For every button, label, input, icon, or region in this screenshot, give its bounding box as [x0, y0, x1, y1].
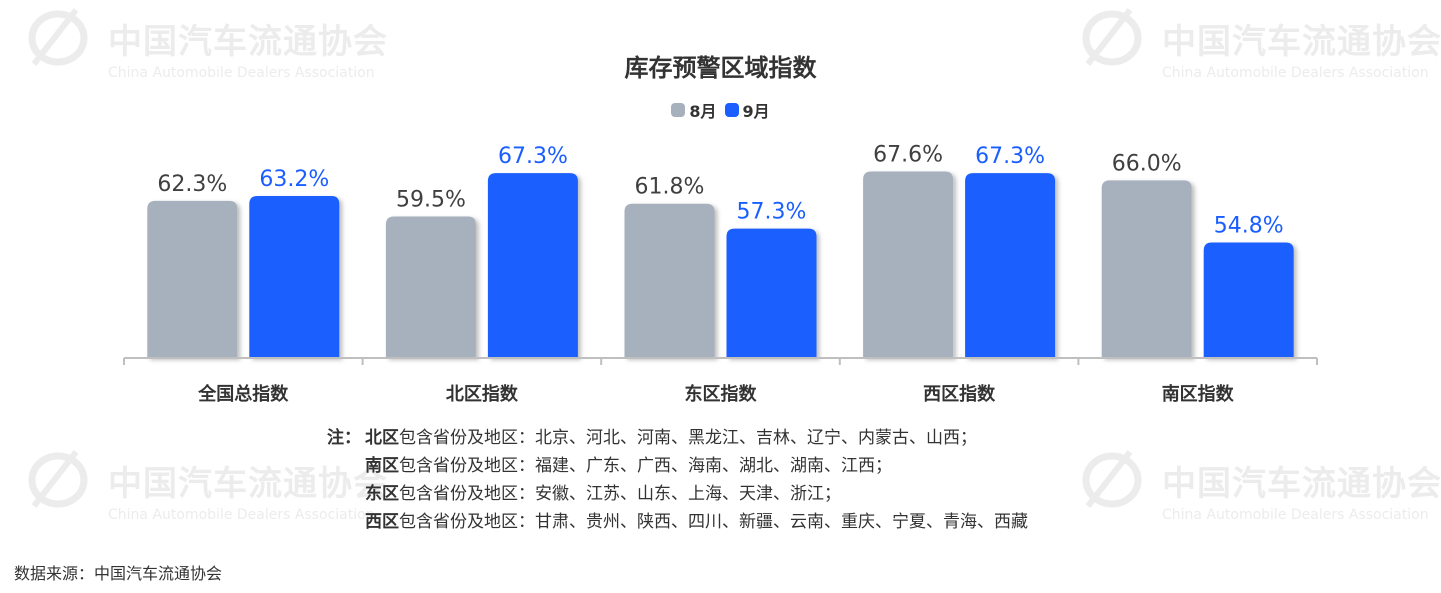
- data-label: 59.5%: [396, 187, 466, 212]
- note-text: 包含省份及地区：北京、河北、河南、黑龙江、吉林、辽宁、内蒙古、山西；: [399, 428, 977, 448]
- data-label: 61.8%: [635, 175, 705, 200]
- bar-aug: [863, 171, 954, 358]
- bar-aug: [385, 216, 476, 358]
- note-text: 包含省份及地区：安徽、江苏、山东、上海、天津、浙江；: [399, 484, 841, 504]
- note-row: 东区 包含省份及地区：安徽、江苏、山东、上海、天津、浙江；: [327, 480, 1028, 508]
- data-label: 67.3%: [498, 144, 568, 169]
- bar-sep: [965, 173, 1056, 358]
- source-note: 数据来源：中国汽车流通协会: [14, 564, 223, 583]
- data-label: 67.3%: [975, 144, 1045, 169]
- legend-label-aug: 8月: [689, 102, 717, 121]
- bar-chart: 62.3% 63.2% 全国总指数 59.5% 67.3% 北区指数 61.8% 57.3% 东…: [123, 143, 1318, 405]
- watermark-cn: 中国汽车流通协会: [1162, 464, 1441, 504]
- cada-logo-icon: [1082, 450, 1142, 508]
- data-label: 66.0%: [1112, 151, 1182, 176]
- bar-sep: [726, 228, 817, 358]
- note-prefix: 注：: [327, 428, 361, 448]
- bar-aug: [1101, 180, 1192, 358]
- category-label: 南区指数: [1162, 383, 1235, 405]
- legend: 8月 9月: [0, 98, 1441, 122]
- category-label: 东区指数: [685, 383, 758, 405]
- legend-label-sep: 9月: [742, 102, 770, 121]
- note-row: 西区 包含省份及地区：甘肃、贵州、陕西、四川、新疆、云南、重庆、宁夏、青海、西藏: [327, 508, 1028, 536]
- data-label: 54.8%: [1214, 214, 1284, 239]
- note-region: 南区: [365, 456, 399, 476]
- note-row: 南区 包含省份及地区：福建、广东、广西、海南、湖北、湖南、江西；: [327, 452, 1028, 480]
- bar-aug: [147, 200, 238, 358]
- data-label: 57.3%: [737, 200, 807, 225]
- note-region: 北区: [365, 428, 399, 448]
- watermark-en: China Automobile Dealers Association: [1162, 507, 1429, 523]
- bar-sep: [1203, 242, 1294, 358]
- data-label: 67.6%: [873, 143, 943, 168]
- data-label: 63.2%: [259, 167, 329, 192]
- note-text: 包含省份及地区：甘肃、贵州、陕西、四川、新疆、云南、重庆、宁夏、青海、西藏: [399, 512, 1028, 532]
- bar-sep: [487, 173, 578, 358]
- notes: 注： 北区 包含省份及地区：北京、河北、河南、黑龙江、吉林、辽宁、内蒙古、山西；…: [327, 424, 1028, 536]
- legend-item-aug: 8月: [671, 98, 717, 122]
- note-row: 注： 北区 包含省份及地区：北京、河北、河南、黑龙江、吉林、辽宁、内蒙古、山西；: [327, 424, 1028, 452]
- note-text: 包含省份及地区：福建、广东、广西、海南、湖北、湖南、江西；: [399, 456, 892, 476]
- category-label: 全国总指数: [197, 383, 289, 405]
- cada-logo-icon: [28, 450, 88, 508]
- bar-aug: [624, 203, 715, 358]
- category-label: 西区指数: [923, 383, 996, 405]
- watermark-bottom-right: 中国汽车流通协会 China Automobile Dealers Associ…: [1082, 450, 1441, 523]
- note-region: 东区: [365, 484, 399, 504]
- bar-sep: [249, 195, 340, 358]
- legend-item-sep: 9月: [724, 98, 770, 122]
- data-label: 62.3%: [157, 172, 227, 197]
- chart-title: 库存预警区域指数: [624, 54, 817, 82]
- note-region: 西区: [365, 512, 399, 532]
- category-label: 北区指数: [446, 383, 519, 405]
- legend-swatch-aug: [671, 103, 686, 117]
- legend-swatch-sep: [724, 103, 739, 117]
